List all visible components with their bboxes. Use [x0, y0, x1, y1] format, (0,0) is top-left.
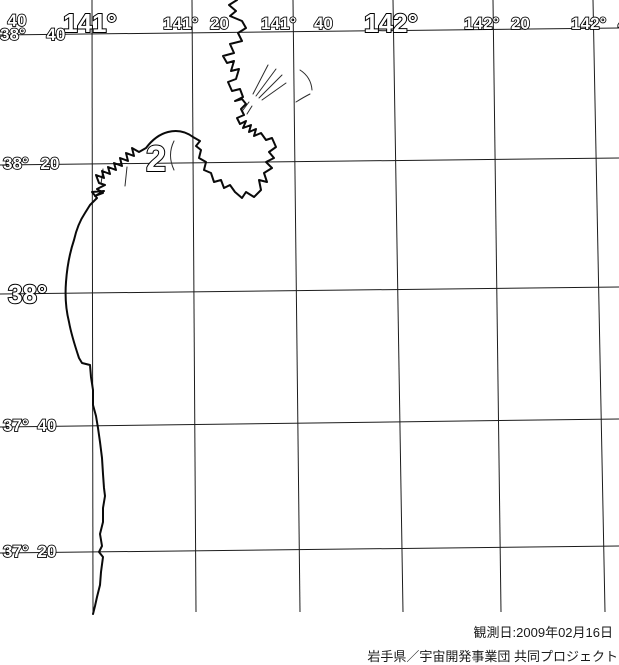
meridian-142-00 — [392, 0, 404, 613]
meridian-141-00 — [91, 0, 94, 613]
graticule-meridians — [91, 0, 606, 613]
meridian-141-20 — [191, 0, 197, 613]
latitude-label-38-40: 38° 40 — [0, 25, 65, 44]
coastline-path — [64, 0, 277, 615]
parallel-38-20 — [0, 157, 619, 166]
latitude-label-37-40: 37° 40 — [3, 416, 56, 435]
latitude-label-37-20: 37° 20 — [3, 542, 56, 561]
footer: 観測日:2009年02月16日 岩手県／宇宙開発事業団 共同プロジェクト — [367, 625, 618, 664]
observation-date-text: 観測日:2009年02月16日 — [474, 625, 613, 640]
meridian-142-40 — [592, 0, 606, 613]
latitude-label-38-20: 38° 20 — [3, 154, 59, 173]
longitude-label-142: 142° — [364, 8, 418, 38]
longitude-label-141-20: 141° 20 — [163, 14, 229, 33]
site-marker-2: 2 — [146, 138, 166, 179]
parallel-37-20 — [0, 545, 619, 554]
longitude-labels: 40 141° 141° 20 141° 40 142° 142° 20 142… — [7, 7, 619, 39]
longitude-label-142-40: 142° 40 — [571, 14, 619, 33]
parallel-37-40 — [0, 418, 619, 428]
longitude-label-141: 141° — [63, 8, 117, 38]
latitude-labels: 38° 40 38° 20 38° 37° 40 37° 20 — [0, 24, 66, 562]
meridian-141-40 — [292, 0, 301, 613]
longitude-label-140-40-partial: 40 — [8, 11, 27, 30]
parallel-38-40 — [0, 27, 619, 36]
parallel-38-00 — [0, 286, 619, 295]
longitude-label-141-40: 141° 40 — [261, 14, 333, 33]
latitude-label-38: 38° — [8, 279, 47, 309]
meridian-142-20 — [492, 0, 502, 613]
longitude-label-142-20: 142° 20 — [464, 14, 530, 33]
credit-text: 岩手県／宇宙開発事業団 共同プロジェクト — [367, 649, 618, 664]
river-lines — [100, 64, 313, 187]
graticule-parallels — [0, 27, 619, 554]
